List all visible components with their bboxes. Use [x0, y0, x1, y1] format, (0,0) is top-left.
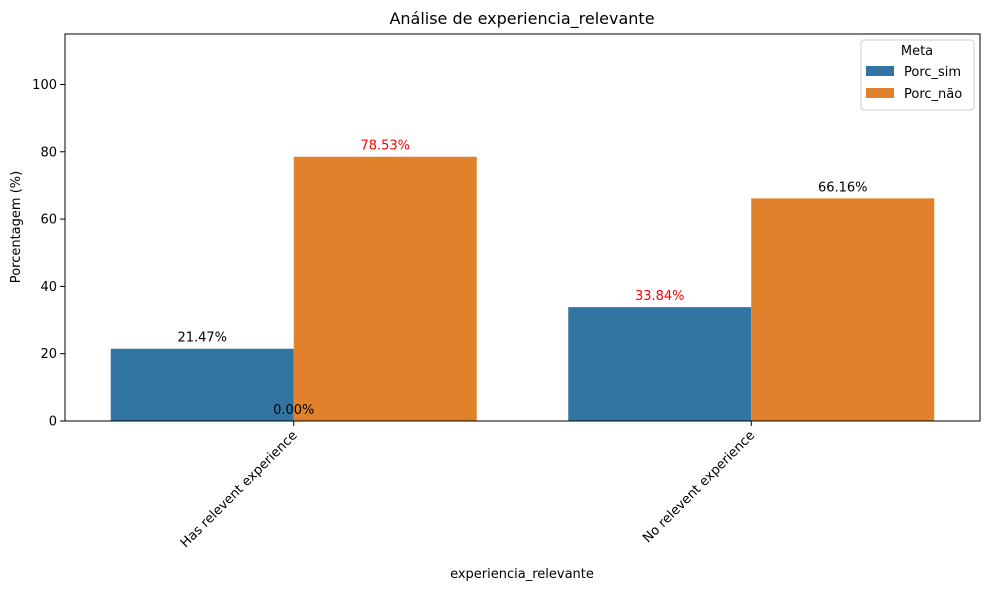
bar-1-0 — [293, 156, 477, 421]
x-tick-label-1: No relevent experience — [640, 428, 758, 546]
bar-1-1 — [751, 198, 935, 421]
annotation-0: 0.00% — [273, 403, 314, 418]
data-label-1-0: 78.53% — [360, 139, 410, 154]
x-tick-label-0: Has relevent experience — [178, 428, 301, 551]
y-tick-label-0: 0 — [49, 415, 57, 430]
legend-swatch-1 — [866, 88, 894, 98]
plot-area: 21.47% 33.84% 78.53% 66.16% 0.00% — [110, 139, 935, 421]
legend-title: Meta — [901, 44, 933, 59]
y-tick-label-3: 60 — [40, 213, 57, 228]
legend-swatch-0 — [866, 66, 894, 76]
y-tick-label-2: 40 — [40, 280, 57, 295]
data-label-0-0: 21.47% — [177, 331, 227, 346]
legend: Meta Porc_sim Porc_não — [860, 39, 975, 111]
x-axis: Has relevent experience No relevent exper… — [178, 421, 758, 551]
y-axis-label: Porcentagem (%) — [9, 171, 24, 283]
y-tick-label-5: 100 — [32, 78, 57, 93]
y-tick-label-4: 80 — [40, 145, 57, 160]
data-label-0-1: 33.84% — [635, 289, 685, 304]
plot-frame — [64, 33, 981, 422]
data-label-1-1: 66.16% — [818, 180, 868, 195]
bar-0-0 — [110, 348, 294, 421]
chart-title: Análise de experiencia_relevante — [389, 9, 654, 29]
bar-0-1 — [568, 307, 752, 421]
y-axis: 0 20 40 60 80 100 — [32, 78, 65, 430]
legend-label-0: Porc_sim — [904, 65, 961, 80]
legend-label-1: Porc_não — [904, 87, 962, 102]
y-tick-label-1: 20 — [40, 347, 57, 362]
x-axis-label: experiencia_relevante — [450, 567, 594, 582]
